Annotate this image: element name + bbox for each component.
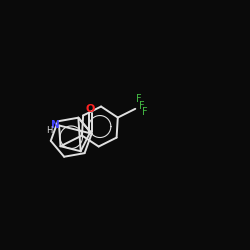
- Text: N: N: [51, 120, 60, 130]
- Text: F: F: [142, 107, 148, 117]
- Text: F: F: [139, 100, 145, 110]
- Text: O: O: [86, 104, 95, 114]
- Text: F: F: [136, 94, 141, 104]
- Text: H: H: [46, 126, 53, 135]
